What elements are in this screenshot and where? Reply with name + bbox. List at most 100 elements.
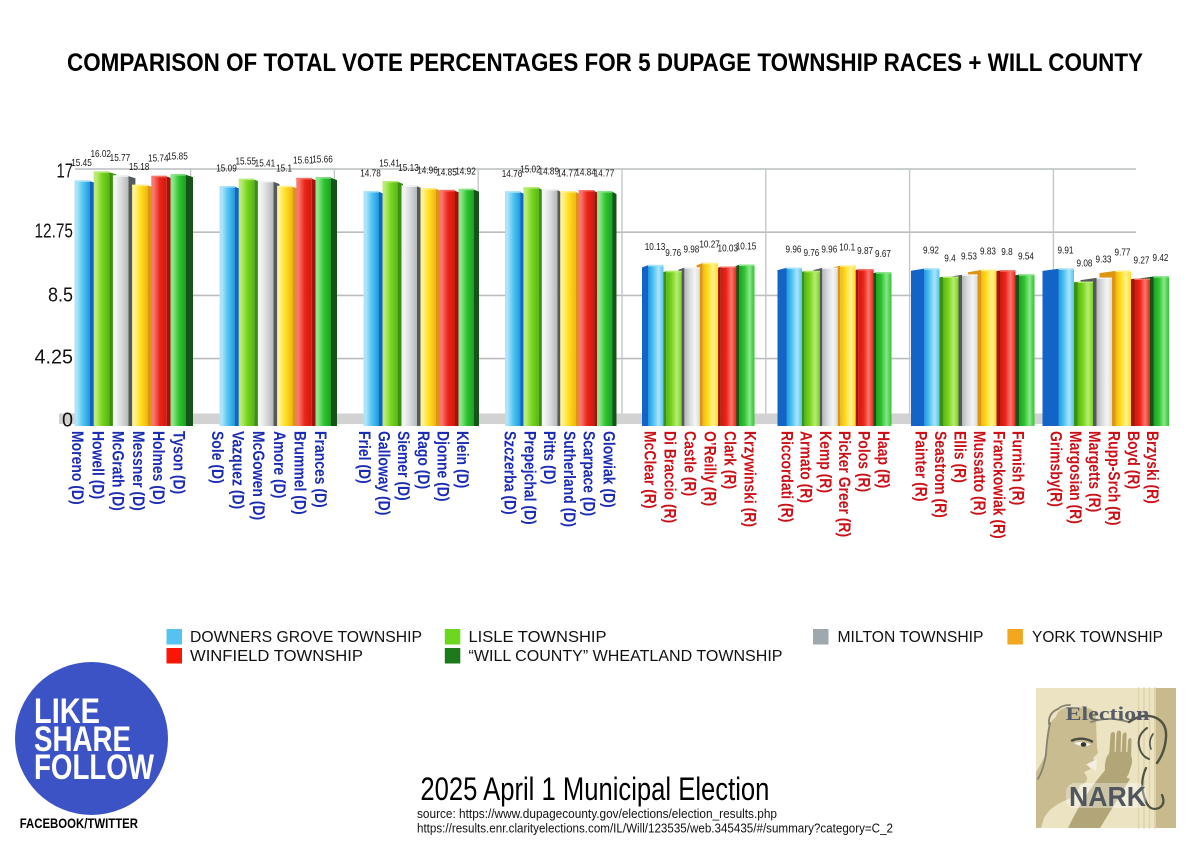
svg-text:Vazquez (D): Vazquez (D) <box>229 431 248 509</box>
svg-text:9.53: 9.53 <box>961 250 977 262</box>
svg-text:14.77: 14.77 <box>557 168 578 180</box>
svg-text:Prepejchal (D): Prepejchal (D) <box>520 431 539 525</box>
svg-text:15.77: 15.77 <box>110 152 131 164</box>
svg-text:10.1: 10.1 <box>839 241 855 253</box>
svg-text:FOLLOW: FOLLOW <box>34 748 154 787</box>
svg-text:COMPARISON OF TOTAL VOTE PERCE: COMPARISON OF TOTAL VOTE PERCENTAGES FOR… <box>67 49 1143 77</box>
svg-text:15.74: 15.74 <box>148 152 169 164</box>
svg-text:Moreno (D): Moreno (D) <box>68 431 87 505</box>
svg-text:LISLE TOWNSHIP: LISLE TOWNSHIP <box>469 629 607 646</box>
svg-text:8.5: 8.5 <box>48 285 73 307</box>
svg-text:Haap (R): Haap (R) <box>874 431 893 488</box>
svg-text:9.87: 9.87 <box>857 245 873 257</box>
svg-text:15.13: 15.13 <box>398 162 419 174</box>
svg-text:12.75: 12.75 <box>35 221 74 243</box>
svg-text:15.41: 15.41 <box>379 158 400 170</box>
svg-text:Sole (D): Sole (D) <box>208 431 227 484</box>
svg-text:Margosian (R): Margosian (R) <box>1066 431 1085 524</box>
svg-text:Tyson (D): Tyson (D) <box>170 431 189 494</box>
svg-text:Election: Election <box>1066 704 1151 725</box>
svg-text:10.27: 10.27 <box>699 239 720 251</box>
svg-text:Messner (D): Messner (D) <box>129 431 148 511</box>
svg-text:McGowen (D): McGowen (D) <box>249 431 268 520</box>
svg-text:https://results.enr.clarityele: https://results.enr.clarityelections.com… <box>417 822 893 836</box>
svg-text:Franckowiak (R): Franckowiak (R) <box>989 431 1008 539</box>
svg-text:SHARE: SHARE <box>34 720 131 759</box>
svg-text:4.25: 4.25 <box>35 347 74 369</box>
svg-text:0: 0 <box>62 410 73 432</box>
svg-text:Mussatto (R): Mussatto (R) <box>970 431 989 515</box>
svg-text:15.18: 15.18 <box>129 161 150 173</box>
svg-text:O’Reilly (R): O’Reilly (R) <box>701 431 720 506</box>
svg-text:2025 April 1 Municipal Electio: 2025 April 1 Municipal Election <box>420 771 769 807</box>
svg-text:Castle (R): Castle (R) <box>681 431 700 496</box>
svg-text:Szczerba (D): Szczerba (D) <box>501 431 520 515</box>
svg-text:15.55: 15.55 <box>235 155 256 167</box>
svg-text:McGrath (D): McGrath (D) <box>109 431 128 511</box>
svg-text:10.13: 10.13 <box>645 241 666 253</box>
svg-text:MILTON TOWNSHIP: MILTON TOWNSHIP <box>838 629 984 646</box>
svg-text:14.96: 14.96 <box>417 165 438 177</box>
svg-text:Scarpace (D): Scarpace (D) <box>580 431 599 516</box>
svg-text:14.84: 14.84 <box>575 167 596 179</box>
svg-text:Holmes (D): Holmes (D) <box>149 431 168 505</box>
svg-text:9.54: 9.54 <box>1018 250 1034 262</box>
svg-text:Polos (R): Polos (R) <box>855 431 874 492</box>
svg-text:9.08: 9.08 <box>1077 258 1093 270</box>
svg-text:9.76: 9.76 <box>803 247 819 259</box>
svg-text:15.41: 15.41 <box>255 158 276 170</box>
svg-text:10.15: 10.15 <box>736 241 757 253</box>
svg-text:9.27: 9.27 <box>1134 255 1150 267</box>
svg-text:Boyd (R): Boyd (R) <box>1124 431 1143 489</box>
svg-text:YORK TOWNSHIP: YORK TOWNSHIP <box>1032 629 1163 646</box>
svg-text:9.77: 9.77 <box>1115 247 1131 259</box>
svg-text:16.02: 16.02 <box>90 148 111 160</box>
svg-text:Siemer (D): Siemer (D) <box>394 431 413 501</box>
svg-text:14.92: 14.92 <box>455 165 476 177</box>
svg-text:Ellis (R): Ellis (R) <box>951 431 970 483</box>
svg-text:9.91: 9.91 <box>1058 244 1074 256</box>
svg-text:Djonne (D): Djonne (D) <box>433 431 452 502</box>
svg-text:Grimsby(R): Grimsby(R) <box>1047 431 1066 507</box>
svg-text:DOWNERS GROVE TOWNSHIP: DOWNERS GROVE TOWNSHIP <box>190 629 422 646</box>
svg-text:Galloway (D): Galloway (D) <box>375 431 394 515</box>
svg-text:15.02: 15.02 <box>520 164 541 176</box>
svg-text:Brzyski (R): Brzyski (R) <box>1143 431 1162 504</box>
svg-text:Armato (R): Armato (R) <box>797 431 816 503</box>
svg-text:Klein (D): Klein (D) <box>453 431 472 488</box>
svg-text:FACEBOOK/TWITTER: FACEBOOK/TWITTER <box>20 815 138 831</box>
svg-text:14.85: 14.85 <box>436 166 457 178</box>
svg-text:Amore (D): Amore (D) <box>270 431 289 498</box>
svg-text:9.4: 9.4 <box>944 253 956 265</box>
svg-text:Frances (D): Frances (D) <box>311 431 330 508</box>
svg-text:WINFIELD TOWNSHIP: WINFIELD TOWNSHIP <box>190 648 363 665</box>
svg-text:Margetts (R): Margetts (R) <box>1085 431 1104 512</box>
svg-text:Clark (R): Clark (R) <box>721 431 740 489</box>
svg-text:Kemp (R): Kemp (R) <box>816 431 835 493</box>
svg-text:Krzywinski (R): Krzywinski (R) <box>741 431 760 527</box>
svg-text:15.61: 15.61 <box>293 154 314 166</box>
svg-text:15.09: 15.09 <box>216 163 237 175</box>
svg-text:source: https://www.dupagecoun: source: https://www.dupagecounty.gov/ele… <box>417 807 777 821</box>
svg-text:17: 17 <box>57 161 74 183</box>
svg-text:9.42: 9.42 <box>1153 252 1169 264</box>
svg-text:Rupp-Srch (R): Rupp-Srch (R) <box>1105 431 1124 526</box>
svg-text:9.67: 9.67 <box>875 248 891 260</box>
svg-text:Seastrom (R): Seastrom (R) <box>931 431 950 518</box>
svg-text:9.96: 9.96 <box>821 244 837 256</box>
svg-text:Di Braccio (R): Di Braccio (R) <box>661 431 680 523</box>
svg-text:9.33: 9.33 <box>1096 254 1112 266</box>
svg-text:Brummel (D): Brummel (D) <box>290 431 309 515</box>
svg-text:15.85: 15.85 <box>167 151 188 163</box>
svg-text:Picker Greer (R): Picker Greer (R) <box>835 431 854 537</box>
svg-text:9.76: 9.76 <box>665 247 681 259</box>
svg-text:“WILL COUNTY” WHEATLAND TOWNSH: “WILL COUNTY” WHEATLAND TOWNSHIP <box>469 648 783 665</box>
svg-text:15.45: 15.45 <box>71 157 92 169</box>
svg-text:Glowiak (D): Glowiak (D) <box>600 431 619 508</box>
svg-text:9.92: 9.92 <box>923 244 939 256</box>
svg-text:14.77: 14.77 <box>594 168 615 180</box>
svg-text:Riccordati (R): Riccordati (R) <box>777 431 796 522</box>
svg-text:Rago (D): Rago (D) <box>414 431 433 489</box>
svg-text:LIKE: LIKE <box>34 692 100 731</box>
svg-text:14.89: 14.89 <box>539 166 560 178</box>
